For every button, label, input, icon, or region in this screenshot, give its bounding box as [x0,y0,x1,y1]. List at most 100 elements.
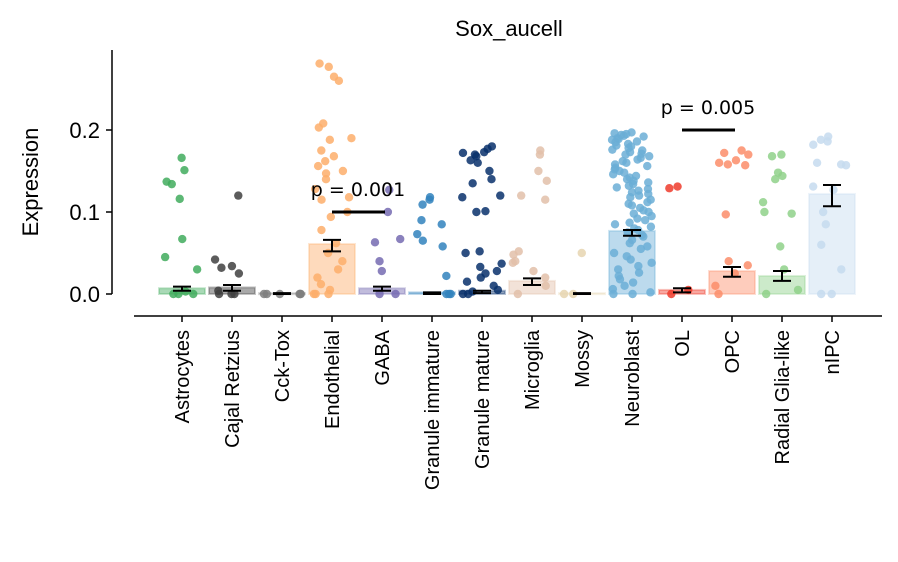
data-point [425,195,434,204]
data-point [324,62,333,72]
data-point [214,289,224,299]
data-point [609,248,619,258]
data-point [325,135,335,145]
data-point [481,206,490,216]
data-point [761,289,771,299]
data-point [721,210,730,219]
x-tick-label: Astrocytes [172,330,194,423]
x-tick-label: Cajal Retzius [222,330,244,448]
data-point [787,209,796,218]
data-point [217,263,226,272]
data-point [643,197,652,207]
data-point [317,146,326,155]
data-point [497,259,506,268]
data-point [331,238,341,248]
data-point [841,161,851,170]
data-point [823,137,832,146]
data-point [776,242,785,251]
data-point [317,225,326,235]
data-point [644,178,653,187]
data-point [309,289,319,299]
data-point [615,275,625,284]
data-point [463,289,473,299]
error-bar [823,183,841,208]
data-point [234,191,243,200]
data-point [329,152,339,161]
error-bar [623,229,641,237]
data-point [643,242,652,251]
data-point [808,182,818,191]
data-point [321,175,331,184]
data-point [643,161,652,171]
data-point [741,161,750,170]
x-tick-label: OL [672,330,694,357]
data-point [315,59,324,68]
data-point [809,140,818,149]
data-point [778,171,787,181]
data-point [767,152,777,161]
error-bar [723,265,741,278]
data-point [344,193,354,202]
data-point [492,266,502,276]
data-point [227,289,236,299]
data-point [262,289,272,299]
data-point [542,176,551,186]
data-point [189,289,198,299]
data-point [418,236,428,245]
error-bar [223,283,241,292]
data-point [559,289,569,299]
error-bar [323,238,341,253]
data-point [577,248,586,258]
data-point [314,123,324,132]
data-point [461,248,470,258]
data-point [627,201,637,210]
data-point [610,220,620,229]
data-point [541,273,550,282]
x-tick-label: Radial Glia-like [772,330,794,465]
data-point [375,257,384,266]
data-point [475,247,484,256]
data-point [167,179,176,189]
x-tick-label: Cck-Tox [272,330,294,402]
data-point [383,207,393,217]
data-point [442,289,451,299]
error-bar [473,289,491,295]
data-point [626,193,635,202]
data-point [313,161,323,171]
data-point [816,289,826,299]
data-point [296,289,305,299]
data-point [338,257,347,266]
data-point [476,273,485,282]
data-point [466,156,475,165]
data-point [608,170,618,179]
data-point [516,191,526,200]
x-tick-label: OPC [722,330,744,373]
data-point [647,211,656,221]
data-point [160,252,170,262]
data-point [633,214,642,223]
data-point [417,216,426,225]
data-point [639,132,648,141]
data-point [613,265,623,274]
error-bar [573,292,591,295]
y-axis-label: Expression [18,128,43,237]
data-point [413,229,422,239]
data-point [639,232,648,241]
data-point [442,271,451,281]
data-point [634,191,644,200]
data-point [724,257,733,266]
y-tick-label: 0.0 [69,282,100,307]
data-point [743,261,752,270]
data-point [437,220,446,229]
data-point [646,222,656,231]
error-bar [173,285,191,292]
data-point [375,289,384,299]
data-point [636,244,646,254]
data-point [612,183,622,192]
x-tick-label: Granule mature [472,330,494,469]
data-point [771,175,780,184]
data-point [723,160,733,169]
data-point [175,194,184,204]
x-tick-label: Mossy [572,330,594,388]
data-point [737,146,746,155]
